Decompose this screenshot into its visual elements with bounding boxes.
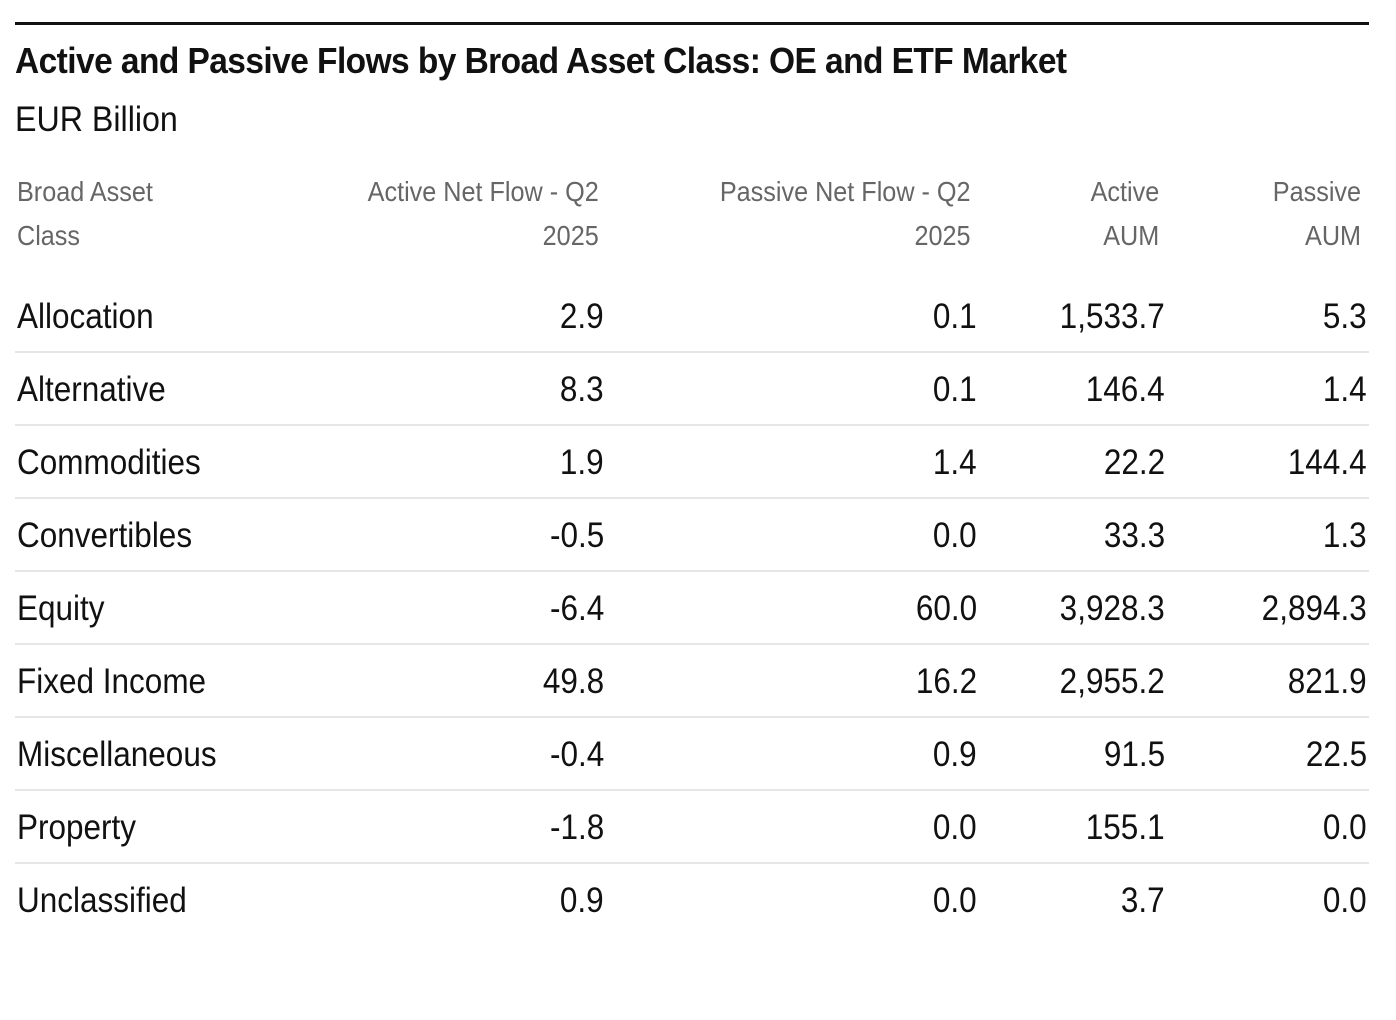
data-table: Broad Asset Class Active Net Flow - Q2 2… (15, 160, 1369, 937)
asset-class-label: Allocation (17, 297, 154, 336)
active-aum-cell: 155.1 (1086, 808, 1165, 847)
table-row: Fixed Income 49.8 16.2 2,955.2 821.9 (15, 645, 1369, 718)
active-net-flow-cell: -6.4 (549, 589, 604, 628)
passive-aum-cell: 22.5 (1305, 735, 1367, 774)
asset-class-label: Miscellaneous (17, 735, 217, 774)
asset-class-label: Property (17, 808, 137, 847)
active-aum-cell: 1,533.7 (1059, 297, 1165, 336)
table-row: Unclassified 0.9 0.0 3.7 0.0 (15, 864, 1369, 937)
table-row: Alternative 8.3 0.1 146.4 1.4 (15, 353, 1369, 426)
asset-class-label: Alternative (17, 370, 166, 409)
active-net-flow-cell: -0.5 (549, 516, 604, 555)
active-net-flow-cell: 8.3 (560, 370, 604, 409)
table-row: Property -1.8 0.0 155.1 0.0 (15, 791, 1369, 864)
passive-net-flow-cell: 0.0 (933, 881, 977, 920)
header-passive-aum: Passive AUM (1272, 176, 1361, 251)
table-row: Equity -6.4 60.0 3,928.3 2,894.3 (15, 572, 1369, 645)
asset-class-label: Commodities (17, 443, 201, 482)
passive-aum-cell: 2,894.3 (1261, 589, 1367, 628)
asset-class-label: Unclassified (17, 881, 187, 920)
passive-net-flow-cell: 0.0 (933, 516, 977, 555)
active-aum-cell: 3.7 (1121, 881, 1165, 920)
active-net-flow-cell: 0.9 (560, 881, 604, 920)
passive-net-flow-cell: 60.0 (915, 589, 977, 628)
active-aum-cell: 3,928.3 (1059, 589, 1165, 628)
header-broad-asset-class: Broad Asset Class (17, 176, 153, 251)
passive-net-flow-cell: 0.9 (933, 735, 977, 774)
header-passive-net-flow: Passive Net Flow - Q2 2025 (720, 176, 971, 251)
asset-class-label: Equity (17, 589, 105, 628)
table-body: Allocation 2.9 0.1 1,533.7 5.3 Alternative 8.3… (15, 280, 1369, 937)
passive-net-flow-cell: 16.2 (915, 662, 977, 701)
chart-title: Active and Passive Flows by Broad Asset … (15, 40, 1067, 81)
active-net-flow-cell: 1.9 (560, 443, 604, 482)
passive-aum-cell: 0.0 (1323, 808, 1367, 847)
active-aum-cell: 22.2 (1103, 443, 1165, 482)
active-aum-cell: 91.5 (1103, 735, 1165, 774)
passive-aum-cell: 144.4 (1288, 443, 1367, 482)
chart-subtitle: EUR Billion (15, 100, 178, 139)
asset-class-label: Convertibles (17, 516, 193, 555)
active-net-flow-cell: -1.8 (549, 808, 604, 847)
active-net-flow-cell: 49.8 (542, 662, 604, 701)
active-aum-cell: 146.4 (1086, 370, 1165, 409)
passive-net-flow-cell: 0.0 (933, 808, 977, 847)
header-row: Broad Asset Class Active Net Flow - Q2 2… (15, 160, 1369, 280)
top-rule (15, 22, 1369, 25)
passive-aum-cell: 1.4 (1323, 370, 1367, 409)
header-active-net-flow: Active Net Flow - Q2 2025 (367, 176, 599, 251)
table-row: Allocation 2.9 0.1 1,533.7 5.3 (15, 280, 1369, 353)
table-row: Commodities 1.9 1.4 22.2 144.4 (15, 426, 1369, 499)
active-net-flow-cell: -0.4 (549, 735, 604, 774)
passive-aum-cell: 5.3 (1323, 297, 1367, 336)
passive-aum-cell: 1.3 (1323, 516, 1367, 555)
header-active-aum: Active AUM (1090, 176, 1159, 251)
passive-aum-cell: 821.9 (1288, 662, 1367, 701)
active-aum-cell: 33.3 (1103, 516, 1165, 555)
passive-net-flow-cell: 1.4 (933, 443, 977, 482)
passive-net-flow-cell: 0.1 (933, 297, 977, 336)
table-row: Miscellaneous -0.4 0.9 91.5 22.5 (15, 718, 1369, 791)
active-net-flow-cell: 2.9 (560, 297, 604, 336)
asset-class-label: Fixed Income (17, 662, 207, 701)
active-aum-cell: 2,955.2 (1059, 662, 1165, 701)
passive-net-flow-cell: 0.1 (933, 370, 977, 409)
passive-aum-cell: 0.0 (1323, 881, 1367, 920)
table-row: Convertibles -0.5 0.0 33.3 1.3 (15, 499, 1369, 572)
